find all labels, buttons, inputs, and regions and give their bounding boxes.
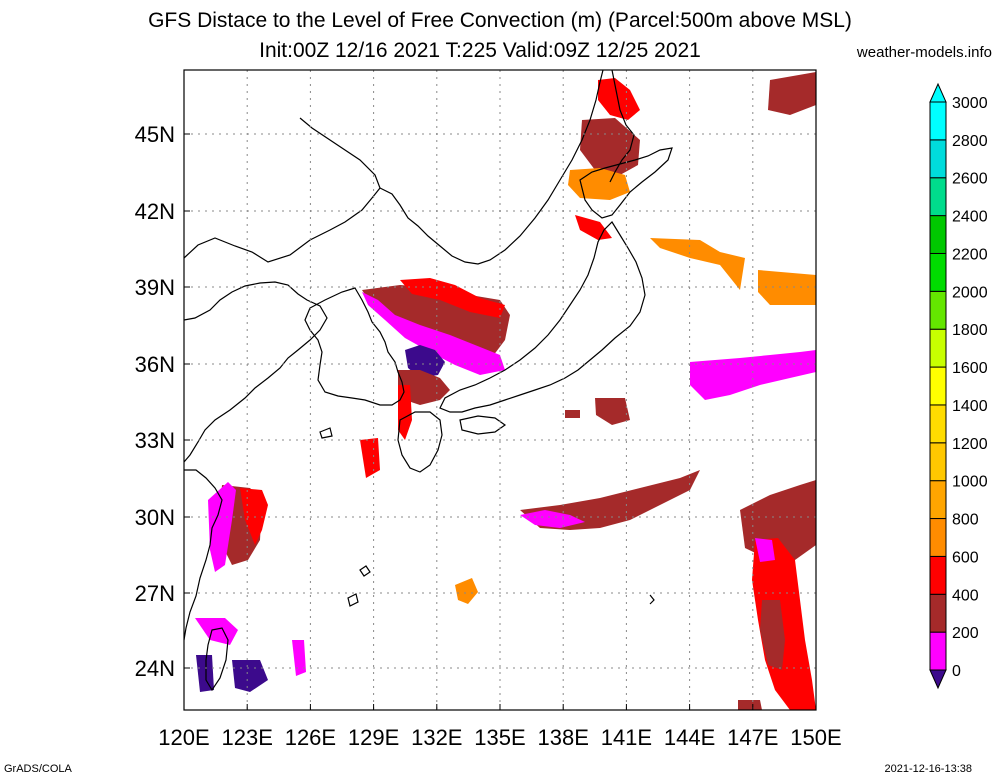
colorbar-tick-label: 2000 <box>952 284 988 301</box>
colorbar-bottom-arrow <box>929 669 947 690</box>
field-patch <box>760 600 785 670</box>
colorbar-swatch <box>929 442 947 482</box>
colorbar-swatch <box>929 290 947 330</box>
lat-tick-label: 24N <box>135 656 175 681</box>
field-patch <box>400 278 505 318</box>
colorbar-swatch <box>929 518 947 557</box>
field-patch <box>752 538 816 710</box>
footer-timestamp: 2021-12-16-13:38 <box>884 763 972 775</box>
colorbar-swatch <box>929 139 947 179</box>
colorbar-swatch <box>929 101 947 141</box>
lon-tick-label: 141E <box>601 725 652 750</box>
colorbar-swatch <box>929 404 947 444</box>
colorbar-tick-label: 2800 <box>952 133 988 150</box>
chart-title: GFS Distace to the Level of Free Convect… <box>148 9 852 32</box>
field-patch <box>455 578 478 604</box>
lon-tick-label: 150E <box>790 725 841 750</box>
field-patch <box>738 700 762 710</box>
colorbar-top-arrow <box>929 82 947 103</box>
colorbar-swatch <box>929 177 947 217</box>
field-patch <box>398 385 412 440</box>
colorbar-tick-label: 1600 <box>952 360 988 377</box>
lon-tick-label: 120E <box>158 725 209 750</box>
colorbar-tick-label: 2400 <box>952 209 988 226</box>
colorbar-swatch <box>929 252 947 292</box>
lon-tick-label: 135E <box>474 725 525 750</box>
colorbar-tick-label: 1200 <box>952 436 988 453</box>
colorbar-swatch <box>929 215 947 254</box>
colorbar-tick-label: 2200 <box>952 246 988 263</box>
colorbar-swatch <box>929 555 947 595</box>
colorbar-tick-label: 1800 <box>952 322 988 339</box>
colorbar-tick-label: 400 <box>952 587 979 604</box>
colorbar-tick-label: 600 <box>952 549 979 566</box>
field-patch <box>208 482 236 572</box>
colorbar-tick-label: 2600 <box>952 171 988 188</box>
lon-tick-label: 144E <box>664 725 715 750</box>
lat-tick-label: 27N <box>135 581 175 606</box>
field-patch <box>196 655 214 692</box>
colorbar-swatch <box>929 593 947 633</box>
lon-tick-label: 147E <box>727 725 778 750</box>
field-patch <box>768 72 816 115</box>
lat-tick-label: 42N <box>135 199 175 224</box>
colorbar-swatch <box>929 631 947 671</box>
colorbar: 0 200 400 600 800 1000 1200 1400 1600 1800 2000 220… <box>929 82 988 690</box>
lat-tick-label: 33N <box>135 428 175 453</box>
colorbar-tick-label: 3000 <box>952 95 988 112</box>
coastlines <box>183 69 673 692</box>
source-credit: weather-models.info <box>856 44 992 61</box>
field-patch <box>520 510 585 528</box>
field-patch <box>362 292 505 375</box>
longitude-axis: 120E 123E 126E 129E 132E 135E 138E 141E 144E 147E… <box>158 704 842 750</box>
lon-tick-label: 132E <box>411 725 462 750</box>
chart-subtitle: Init:00Z 12/16 2021 T:225 Valid:09Z 12/2… <box>259 39 701 62</box>
field-patch <box>755 538 775 562</box>
colorbar-tick-label: 200 <box>952 625 979 642</box>
lon-tick-label: 129E <box>348 725 399 750</box>
field-patch <box>292 640 306 676</box>
field-patch <box>690 350 816 400</box>
field-patch <box>580 118 640 175</box>
field-patch <box>360 438 380 478</box>
colorbar-swatch <box>929 328 947 368</box>
field-patch <box>650 238 745 290</box>
lat-tick-label: 30N <box>135 505 175 530</box>
footer-software-label: GrADS/COLA <box>4 763 72 775</box>
lfc-field <box>195 72 816 710</box>
lat-tick-label: 39N <box>135 275 175 300</box>
colorbar-tick-label: 1000 <box>952 474 988 491</box>
lat-tick-label: 36N <box>135 352 175 377</box>
gridlines <box>184 70 816 710</box>
latitude-axis: 24N 27N 30N 33N 36N 39N 42N 45N <box>135 122 190 681</box>
lon-tick-label: 126E <box>285 725 336 750</box>
colorbar-swatch <box>929 366 947 406</box>
colorbar-tick-label: 0 <box>952 663 961 680</box>
field-patch <box>565 410 580 418</box>
colorbar-tick-label: 800 <box>952 512 979 529</box>
field-patch <box>598 78 640 120</box>
field-patch <box>405 345 445 378</box>
lat-tick-label: 45N <box>135 122 175 147</box>
colorbar-swatch <box>929 480 947 520</box>
colorbar-tick-label: 1400 <box>952 398 988 415</box>
lon-tick-label: 138E <box>538 725 589 750</box>
field-patch <box>595 398 630 425</box>
lon-tick-label: 123E <box>222 725 273 750</box>
